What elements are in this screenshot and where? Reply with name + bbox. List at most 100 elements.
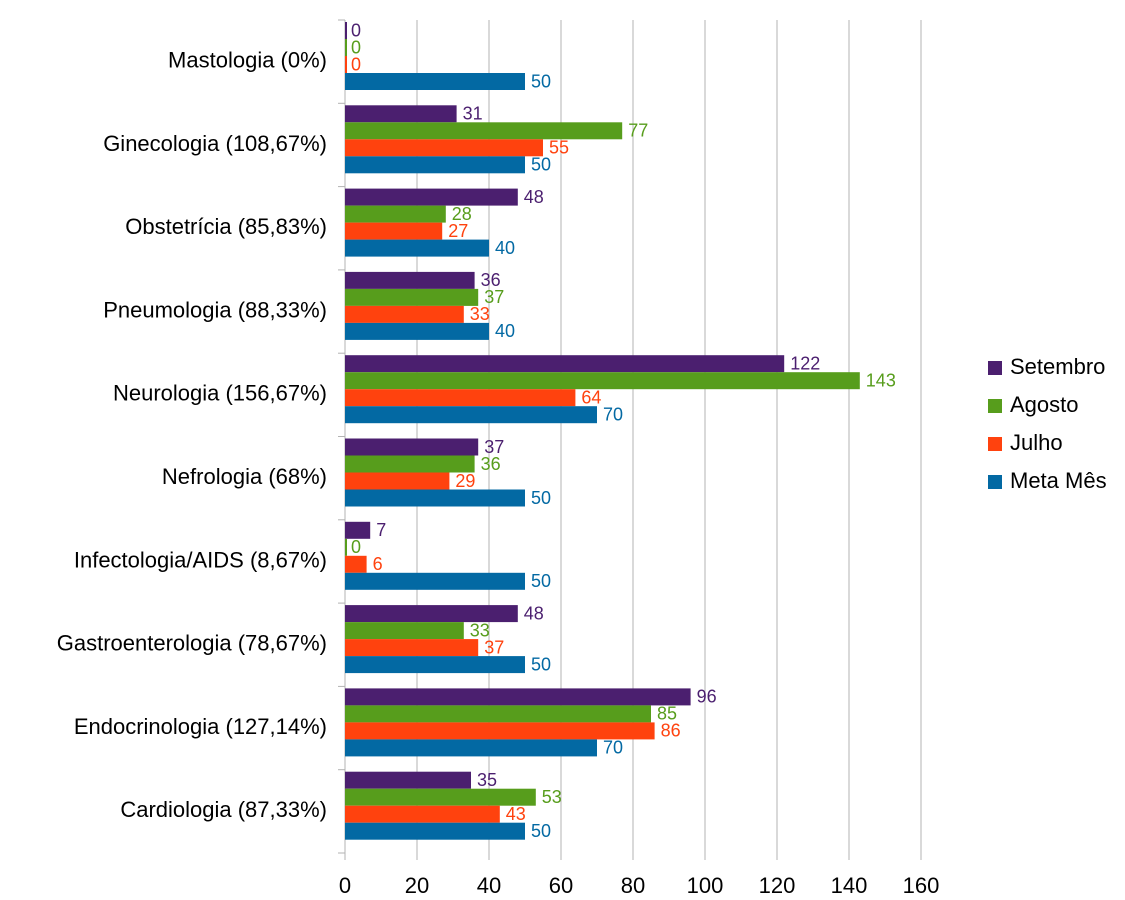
data-label: 64: [581, 387, 601, 407]
data-label: 50: [531, 488, 551, 508]
y-tick-label: Cardiologia (87,33%): [120, 797, 327, 822]
data-label: 50: [531, 571, 551, 591]
bar: [345, 305, 464, 323]
x-tick-label: 60: [549, 873, 573, 898]
bar: [345, 389, 576, 407]
data-label: 0: [351, 54, 361, 74]
bar: [345, 372, 860, 390]
bar: [345, 605, 518, 623]
bar: [345, 355, 785, 373]
data-label: 70: [603, 738, 623, 758]
bar: [345, 438, 479, 456]
y-tick-label: Gastroenterologia (78,67%): [57, 631, 327, 656]
bar: [345, 739, 597, 757]
bar: [345, 572, 525, 590]
data-label: 122: [790, 353, 820, 373]
bar: [345, 188, 518, 206]
bar: [345, 105, 457, 123]
data-label: 37: [484, 287, 504, 307]
bar: [345, 622, 464, 640]
data-label: 28: [452, 204, 472, 224]
y-tick-label: Ginecologia (108,67%): [103, 131, 327, 156]
legend-label: Meta Mês: [1010, 468, 1107, 493]
y-tick-label: Infectologia/AIDS (8,67%): [74, 547, 327, 572]
bar: [345, 688, 691, 706]
legend-swatch: [988, 361, 1002, 375]
bar: [345, 73, 525, 90]
data-label: 37: [484, 437, 504, 457]
data-label: 70: [603, 404, 623, 424]
data-label: 37: [484, 637, 504, 657]
bar: [345, 639, 479, 657]
legend-swatch: [988, 437, 1002, 451]
data-label: 86: [661, 721, 681, 741]
y-tick-label: Pneumologia (88,33%): [103, 297, 327, 322]
legend-label: Setembro: [1010, 354, 1105, 379]
bar: [345, 222, 443, 240]
data-label: 36: [481, 270, 501, 290]
legend-swatch: [988, 399, 1002, 413]
bar: [345, 406, 597, 424]
data-label: 50: [531, 71, 551, 91]
legend-swatch: [988, 475, 1002, 489]
data-label: 55: [549, 138, 569, 158]
data-label: 43: [506, 804, 526, 824]
bar: [345, 705, 651, 723]
y-tick-label: Obstetrícia (85,83%): [125, 214, 327, 239]
y-tick-label: Endocrinologia (127,14%): [74, 714, 327, 739]
y-tick-label: Neurologia (156,67%): [113, 381, 327, 406]
bar: [345, 156, 525, 174]
data-label: 27: [448, 221, 468, 241]
data-label: 0: [351, 20, 361, 40]
bar: [345, 521, 371, 539]
x-tick-label: 140: [831, 873, 868, 898]
x-tick-label: 40: [477, 873, 501, 898]
bar: [345, 788, 536, 806]
bar: [345, 122, 623, 140]
bar: [345, 472, 450, 490]
bar: [345, 822, 525, 840]
data-label: 53: [542, 787, 562, 807]
data-label: 0: [351, 537, 361, 557]
data-label: 48: [524, 603, 544, 623]
bar: [345, 288, 479, 306]
data-label: 40: [495, 238, 515, 258]
x-tick-label: 160: [903, 873, 940, 898]
y-tick-label: Mastologia (0%): [168, 47, 327, 72]
data-label: 6: [373, 554, 383, 574]
bar: [345, 205, 446, 223]
data-label: 33: [470, 620, 490, 640]
bar: [345, 322, 489, 340]
data-label: 143: [866, 370, 896, 390]
data-label: 7: [376, 520, 386, 540]
data-label: 48: [524, 187, 544, 207]
x-tick-label: 120: [759, 873, 796, 898]
data-label: 85: [657, 704, 677, 724]
data-label: 35: [477, 770, 497, 790]
bar: [345, 771, 471, 789]
x-tick-label: 0: [339, 873, 351, 898]
data-label: 0: [351, 37, 361, 57]
data-label: 50: [531, 654, 551, 674]
data-label: 40: [495, 321, 515, 341]
bar: [345, 139, 543, 157]
bar: [345, 722, 655, 740]
x-tick-label: 20: [405, 873, 429, 898]
data-label: 33: [470, 304, 490, 324]
data-label: 29: [455, 471, 475, 491]
data-label: 31: [463, 104, 483, 124]
x-tick-label: 80: [621, 873, 645, 898]
legend-label: Julho: [1010, 430, 1063, 455]
bar: [345, 489, 525, 507]
bar: [345, 455, 475, 473]
bar: [345, 555, 367, 573]
data-label: 36: [481, 454, 501, 474]
bar: [345, 271, 475, 289]
data-label: 50: [531, 821, 551, 841]
bar: [345, 239, 489, 257]
y-tick-label: Nefrologia (68%): [162, 464, 327, 489]
bar: [345, 805, 500, 823]
data-label: 96: [697, 687, 717, 707]
legend-label: Agosto: [1010, 392, 1079, 417]
